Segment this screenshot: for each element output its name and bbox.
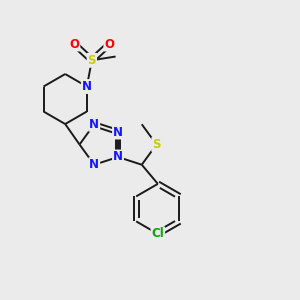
Text: N: N	[82, 80, 92, 93]
Text: N: N	[113, 151, 123, 164]
Text: Cl: Cl	[152, 227, 164, 240]
Text: N: N	[89, 118, 99, 131]
Text: S: S	[88, 54, 96, 67]
Text: N: N	[113, 125, 123, 139]
Text: S: S	[152, 138, 161, 151]
Text: O: O	[69, 38, 79, 50]
Text: N: N	[89, 158, 99, 171]
Text: O: O	[104, 38, 114, 50]
